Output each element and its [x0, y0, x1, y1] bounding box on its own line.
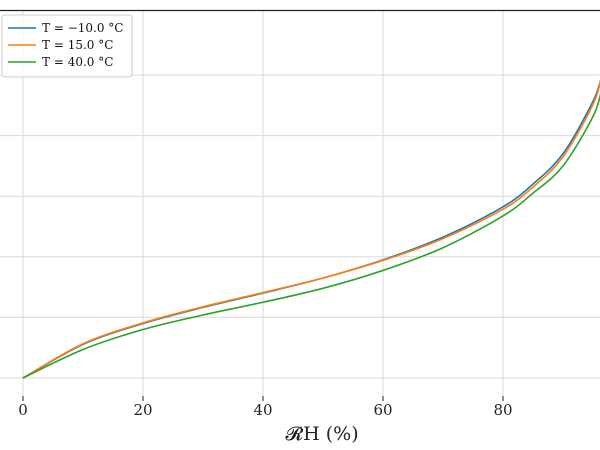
x-tick-label: 0 — [18, 401, 28, 419]
legend-label-2: T = 15.0 °C — [42, 38, 113, 52]
legend-label-1: T = −10.0 °C — [42, 21, 123, 35]
series-line-3 — [22, 93, 600, 379]
grid — [0, 11, 600, 396]
x-tick-label: 20 — [133, 401, 152, 419]
legend: T = −10.0 °C T = 15.0 °C T = 40.0 °C — [1, 14, 133, 78]
series-line-2 — [22, 80, 600, 379]
legend-label-3: T = 40.0 °C — [42, 55, 113, 69]
x-tick-label: 80 — [493, 401, 512, 419]
x-tick-label: 40 — [253, 401, 272, 419]
x-tick-label: 60 — [373, 401, 392, 419]
x-axis-label: 𝓡H (%) — [285, 423, 358, 445]
x-axis: 0 20 40 60 80 — [18, 396, 513, 419]
series-layer — [22, 79, 600, 379]
